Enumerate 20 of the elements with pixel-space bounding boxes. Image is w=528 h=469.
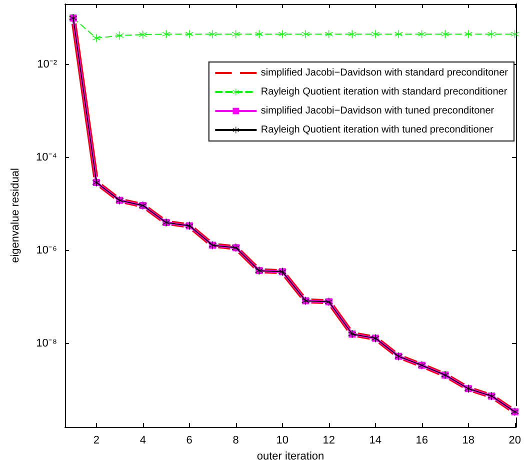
y-tick-label: 10⁻⁴ <box>36 151 58 164</box>
x-tick-label: 4 <box>140 434 146 446</box>
x-tick-label: 16 <box>416 434 428 446</box>
y-tick-label: 10⁻² <box>37 58 58 70</box>
legend-label: Rayleigh Quotient iteration with tuned preconditioner <box>260 124 494 136</box>
x-tick-label: 20 <box>508 434 521 446</box>
x-tick-label: 2 <box>93 434 100 446</box>
y-axis-title: eigenvalue residual <box>10 168 22 263</box>
legend-label: simplified Jacobi−Davidson with tuned preconditoner <box>260 106 495 116</box>
x-axis-title: outer iteration <box>256 450 324 462</box>
legend-label: simplified Jacobi−Davidson with standard preconditoner <box>260 68 509 78</box>
legend-label: Rayleigh Quotient iteration with standard preconditioner <box>260 86 508 98</box>
x-tick-label: 10 <box>276 434 288 446</box>
x-tick-label: 12 <box>322 434 335 446</box>
x-tick-label: 6 <box>186 434 192 446</box>
x-tick-label: 18 <box>462 434 474 446</box>
y-tick-label: 10⁻⁸ <box>36 337 57 350</box>
x-tick-label: 8 <box>232 434 239 446</box>
x-tick-label: 14 <box>369 434 382 446</box>
y-tick-label: 10⁻⁶ <box>36 244 57 256</box>
